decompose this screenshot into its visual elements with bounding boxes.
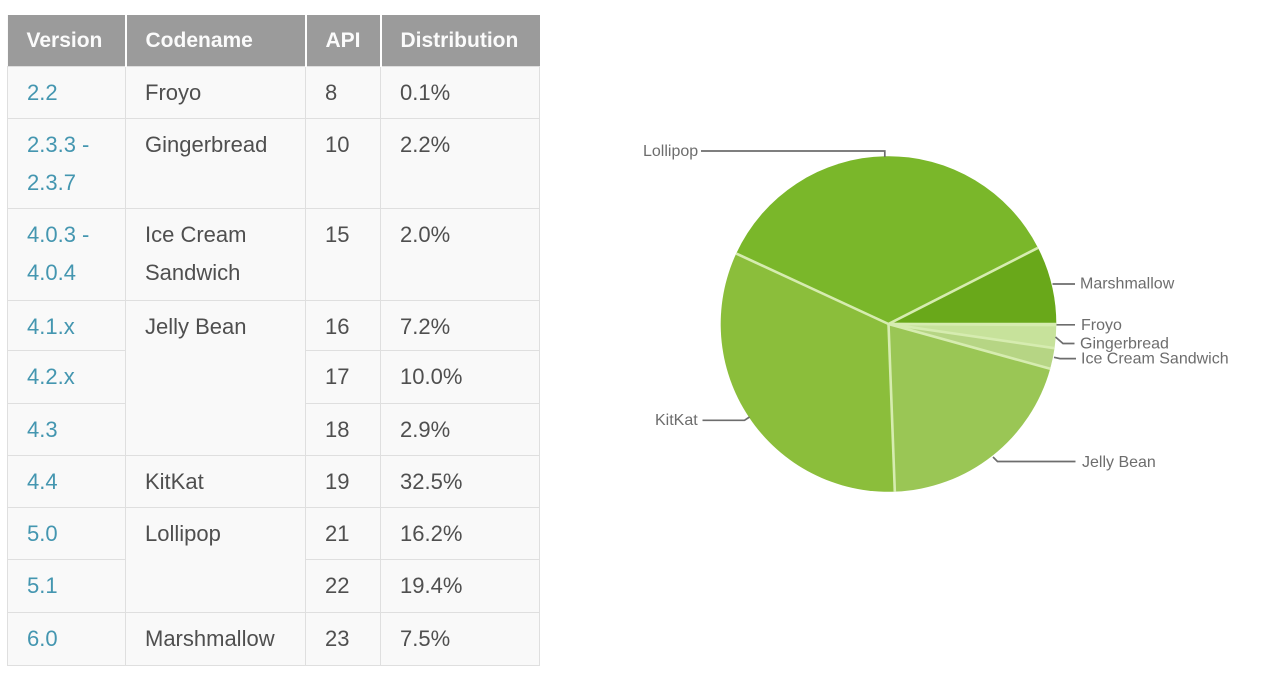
svg-text:KitKat: KitKat xyxy=(655,412,698,429)
svg-text:Marshmallow: Marshmallow xyxy=(1080,276,1175,293)
svg-text:Froyo: Froyo xyxy=(1081,317,1122,334)
svg-text:Gingerbread: Gingerbread xyxy=(1080,335,1169,352)
svg-text:Lollipop: Lollipop xyxy=(643,143,698,160)
svg-text:Ice Cream Sandwich: Ice Cream Sandwich xyxy=(1081,351,1229,368)
svg-text:Jelly Bean: Jelly Bean xyxy=(1082,454,1156,471)
